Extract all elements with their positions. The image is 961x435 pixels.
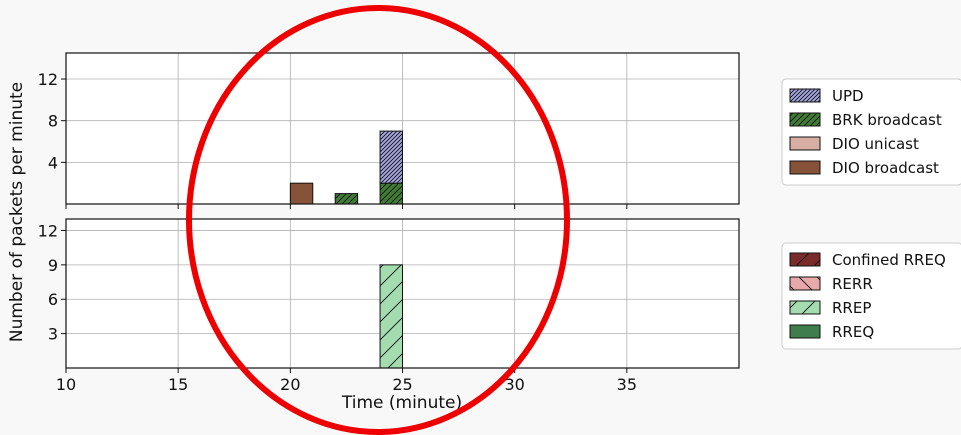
legend-swatch-dio-broadcast xyxy=(789,160,821,175)
x-tick-label: 15 xyxy=(168,375,188,394)
y-axis-label: Number of packets per minute xyxy=(7,82,27,342)
legend-label-rreq: RREQ xyxy=(832,323,874,341)
x-tick-label: 30 xyxy=(504,375,524,394)
highlight-ellipse xyxy=(186,5,570,435)
bar-dio-broadcast xyxy=(289,182,314,205)
bar-brk-broadcast xyxy=(334,193,359,205)
y-tick-label: 12 xyxy=(38,70,58,89)
legend-label-confined-rreq: Confined RREQ xyxy=(832,251,946,269)
y-tick-label: 6 xyxy=(48,290,58,309)
legend-swatch-dio-unicast xyxy=(789,136,821,151)
x-tick-label: 25 xyxy=(392,375,412,394)
y-tick-label: 12 xyxy=(38,221,58,240)
bar-brk-broadcast xyxy=(379,182,404,205)
y-tick-label: 3 xyxy=(48,325,58,344)
bar-upd xyxy=(379,130,404,184)
x-axis-label: Time (minute) xyxy=(341,393,462,413)
bar-rrep xyxy=(379,264,404,369)
legend-2: Confined RREQ RERR RREP RREQ xyxy=(781,242,961,350)
legend-swatch-brk-broadcast xyxy=(789,112,821,127)
y-tick-label: 4 xyxy=(48,153,58,172)
legend-box xyxy=(781,242,961,350)
y-tick-label: 8 xyxy=(48,112,58,131)
legend-label-brk-broadcast: BRK broadcast xyxy=(832,111,942,129)
panel-2: 3 6 9 12 10 15 20 25 30 35 Confined RREQ RERR RREP RR… xyxy=(38,218,961,394)
legend-swatch-rerr xyxy=(789,276,821,291)
legend-swatch-rrep xyxy=(789,300,821,315)
panel-1: 4 8 12 UPD BRK broadcast DIO unicast DIO broad… xyxy=(38,52,961,209)
x-tick-label: 10 xyxy=(56,375,76,394)
legend-swatch-confined-rreq xyxy=(789,252,821,267)
legend-1: UPD BRK broadcast DIO unicast DIO broadcast xyxy=(781,78,961,186)
legend-box xyxy=(781,78,961,186)
legend-label-upd: UPD xyxy=(832,87,864,105)
x-tick-label: 35 xyxy=(617,375,637,394)
legend-swatch-rreq xyxy=(789,324,821,339)
legend-label-rrep: RREP xyxy=(832,299,871,317)
legend-label-dio-broadcast: DIO broadcast xyxy=(832,159,939,177)
legend-label-rerr: RERR xyxy=(832,275,873,293)
x-tick-label: 20 xyxy=(280,375,300,394)
legend-swatch-upd xyxy=(789,88,821,103)
y-tick-label: 9 xyxy=(48,256,58,275)
legend-label-dio-unicast: DIO unicast xyxy=(832,135,919,153)
